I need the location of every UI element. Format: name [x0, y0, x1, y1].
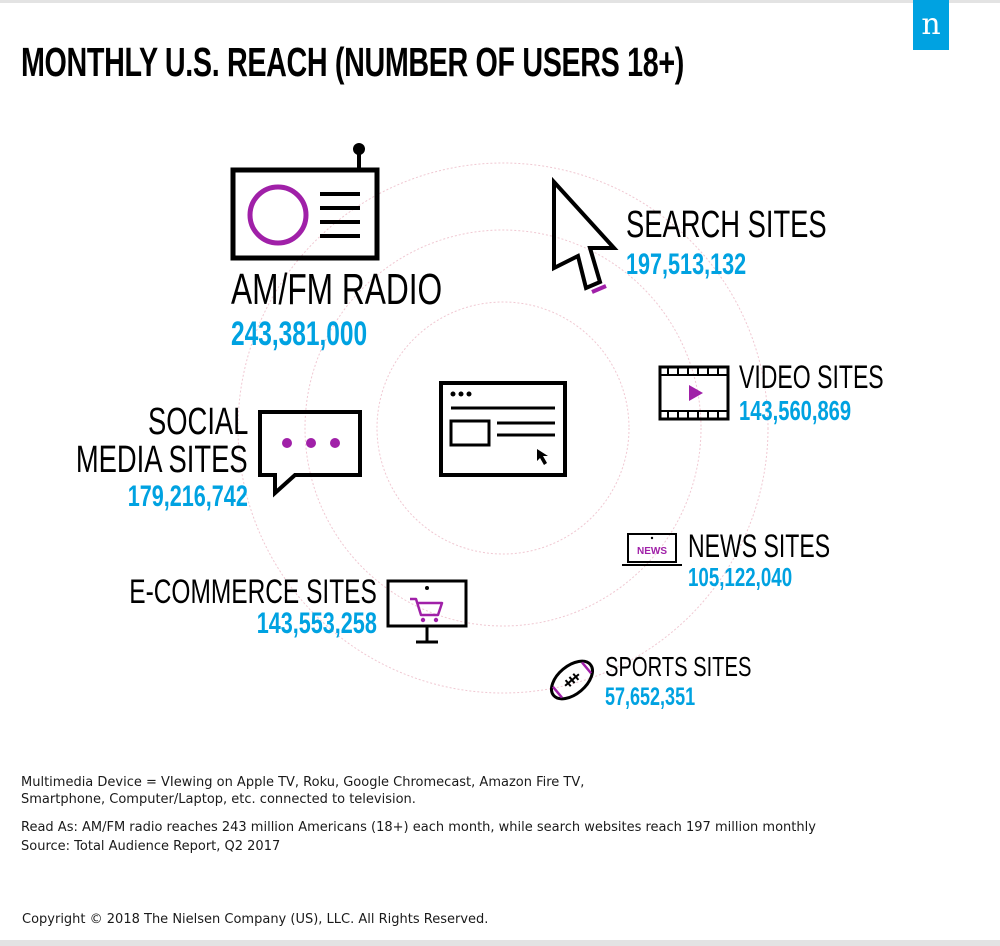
browser-window-icon: [439, 381, 567, 477]
nielsen-logo: n: [913, 0, 949, 50]
news-icon-text: NEWS: [637, 546, 667, 557]
top-divider: [0, 0, 1000, 3]
football-icon: [550, 659, 594, 701]
footnote-source: Source: Total Audience Report, Q2 2017: [21, 839, 281, 854]
value-e-commerce-sites: 143,553,258: [256, 607, 377, 640]
value-sports-sites: 57,652,351: [605, 683, 696, 711]
label-sports-sites: SPORTS SITES: [605, 651, 752, 682]
value-news-sites: 105,122,040: [688, 562, 793, 592]
film-strip-icon: [658, 365, 730, 421]
monitor-cart-icon: [386, 579, 468, 644]
value-video-sites: 143,560,869: [739, 395, 852, 426]
footnote-read-as: Read As: AM/FM radio reaches 243 million…: [21, 820, 816, 835]
label-social-line2: MEDIA SITES: [76, 439, 248, 481]
laptop-news-icon: NEWS: [622, 533, 682, 566]
value-am-fm-radio: 243,381,000: [231, 315, 368, 353]
copyright: Copyright © 2018 The Nielsen Company (US…: [22, 912, 489, 927]
speech-bubble-icon: [258, 410, 362, 498]
label-social-line1: SOCIAL: [147, 401, 248, 443]
label-search-sites: SEARCH SITES: [626, 204, 827, 246]
label-news-sites: NEWS SITES: [688, 528, 831, 564]
cursor-arrow-icon: [552, 176, 619, 294]
footnote-definition-line2: Smartphone, Computer/Laptop, etc. connec…: [21, 792, 416, 807]
label-e-commerce-sites: E-COMMERCE SITES: [129, 573, 377, 611]
bottom-divider: [0, 940, 1000, 946]
chart-title: MONTHLY U.S. REACH (NUMBER OF USERS 18+): [21, 39, 684, 85]
value-search-sites: 197,513,132: [626, 248, 747, 281]
radio-icon: [230, 143, 380, 261]
value-social-media-sites: 179,216,742: [127, 480, 248, 513]
footnote-definition-line1: Multimedia Device = VIewing on Apple TV,…: [21, 775, 585, 790]
label-video-sites: VIDEO SITES: [739, 359, 884, 395]
label-am-fm-radio: AM/FM RADIO: [231, 265, 443, 314]
